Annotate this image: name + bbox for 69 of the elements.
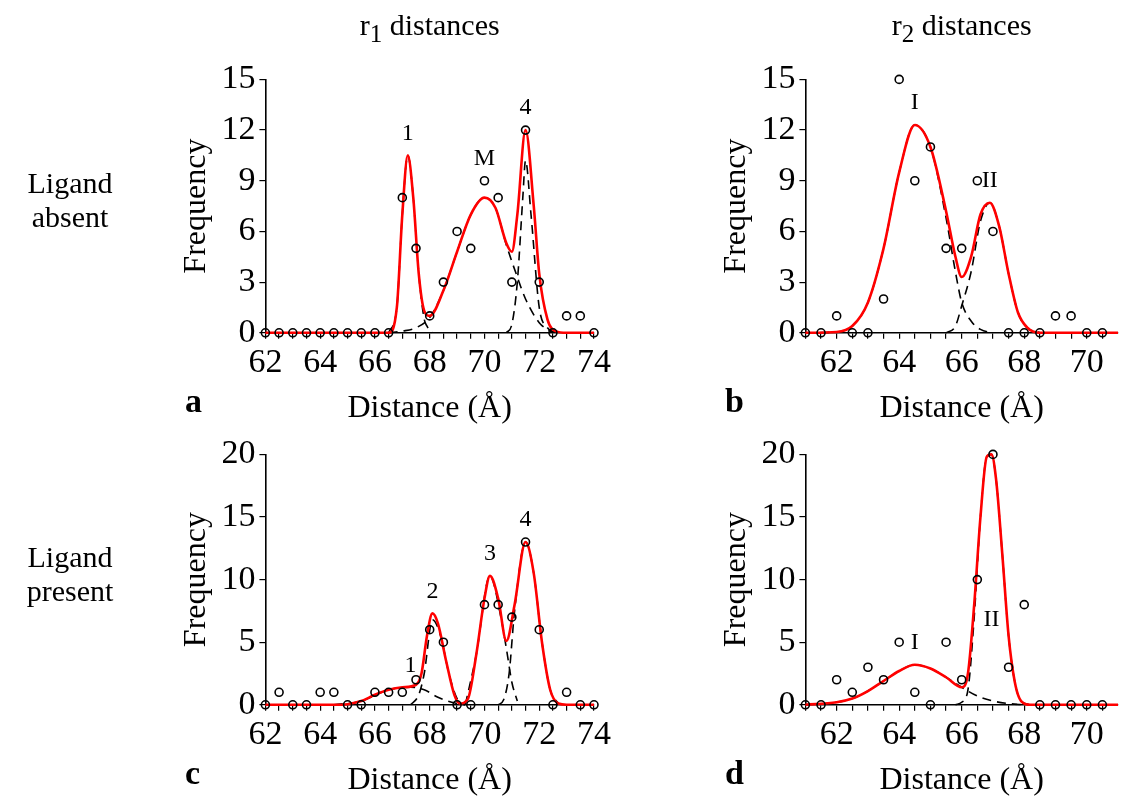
y-tick-label: 0 xyxy=(778,683,796,721)
y-tick-label: 15 xyxy=(761,58,796,96)
series-label: II xyxy=(981,166,998,193)
chart-title: r$_{2}$ distances xyxy=(891,8,1032,48)
y-tick-label: 5 xyxy=(778,621,796,659)
y-tick-label: 9 xyxy=(778,159,796,197)
y-tick-label: 9 xyxy=(238,159,256,197)
y-tick-label: 6 xyxy=(238,210,256,248)
y-tick-label: 15 xyxy=(761,495,796,533)
y-axis-title: Frequency xyxy=(715,512,752,648)
x-tick-label: 64 xyxy=(882,342,917,380)
y-axis-title: Frequency xyxy=(175,138,212,274)
y-axis-title: Frequency xyxy=(175,512,212,648)
y-tick-label: 0 xyxy=(778,311,796,349)
text: b xyxy=(725,382,744,420)
y-tick-label: 12 xyxy=(221,109,256,146)
y-tick-label: 3 xyxy=(238,261,256,299)
series-label: II xyxy=(983,604,1000,631)
x-tick-label: 66 xyxy=(357,714,392,752)
text: c xyxy=(185,754,201,792)
y-tick-label: 15 xyxy=(221,495,256,533)
series-label: 4 xyxy=(519,505,532,532)
x-tick-label: 66 xyxy=(944,714,979,752)
x-tick-label: 70 xyxy=(1069,714,1104,752)
y-tick-label: 10 xyxy=(221,558,256,596)
text: d xyxy=(725,754,744,792)
x-axis-title: Distance (Å) xyxy=(347,760,512,797)
series-label: M xyxy=(473,144,496,171)
x-tick-label: 72 xyxy=(522,714,557,752)
x-tick-label: 70 xyxy=(467,714,502,752)
series-label: 2 xyxy=(426,576,439,603)
x-tick-label: 64 xyxy=(303,714,338,752)
x-tick-label: 70 xyxy=(467,342,502,380)
x-tick-label: 72 xyxy=(522,342,557,380)
x-tick-label: 62 xyxy=(819,342,854,380)
series-label: I xyxy=(910,88,919,115)
y-tick-label: 20 xyxy=(221,433,256,471)
y-tick-label: 15 xyxy=(221,58,256,96)
text: Ligand absent xyxy=(26,166,114,235)
x-tick-label: 64 xyxy=(882,714,917,752)
series-label: 1 xyxy=(404,650,417,677)
series-label: 3 xyxy=(483,539,496,566)
text: Ligand present xyxy=(25,539,115,608)
series-label: 4 xyxy=(519,93,532,120)
y-tick-label: 12 xyxy=(761,109,796,146)
x-tick-label: 62 xyxy=(819,714,854,752)
y-tick-label: 3 xyxy=(778,261,796,299)
chart-title: r$_{1}$ distances xyxy=(359,8,500,48)
x-tick-label: 66 xyxy=(944,342,979,380)
x-tick-label: 64 xyxy=(303,342,338,380)
series-label: 1 xyxy=(401,118,414,145)
text: a xyxy=(185,382,202,420)
x-tick-label: 74 xyxy=(577,714,611,752)
y-axis-title: Frequency xyxy=(715,138,752,274)
series-label: I xyxy=(910,628,919,655)
y-tick-label: 5 xyxy=(238,621,256,659)
x-tick-label: 74 xyxy=(577,342,611,380)
x-tick-label: 70 xyxy=(1069,342,1104,380)
x-tick-label: 68 xyxy=(412,714,447,752)
y-tick-label: 6 xyxy=(778,210,796,248)
x-axis-title: Distance (Å) xyxy=(879,760,1044,797)
y-tick-label: 10 xyxy=(761,558,796,596)
x-tick-label: 66 xyxy=(357,342,392,380)
x-axis-title: Distance (Å) xyxy=(347,388,512,425)
x-tick-label: 68 xyxy=(412,342,447,380)
y-tick-label: 20 xyxy=(761,433,796,471)
x-tick-label: 68 xyxy=(1007,714,1042,752)
x-axis-title: Distance (Å) xyxy=(879,388,1044,425)
x-tick-label: 68 xyxy=(1007,342,1042,380)
